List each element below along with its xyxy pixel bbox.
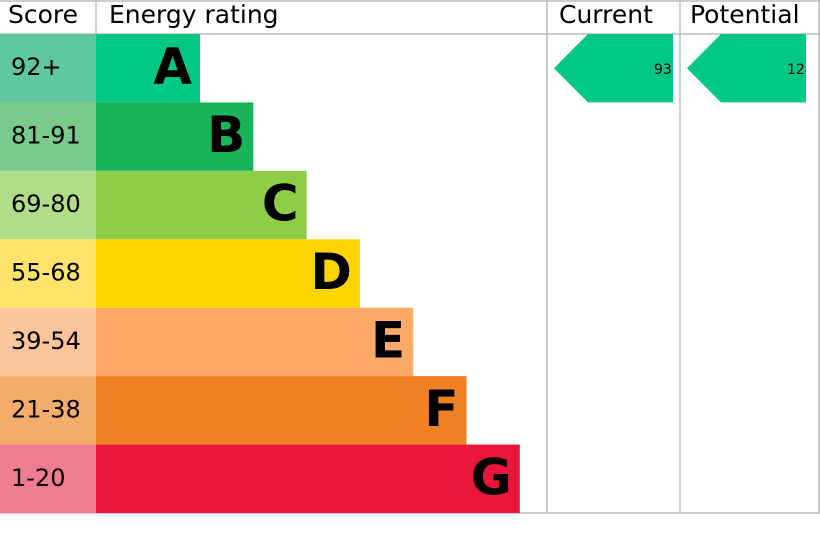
rating-bar [96, 376, 467, 445]
rating-letter: E [371, 311, 405, 369]
score-range: 69-80 [11, 190, 81, 218]
score-range: 39-54 [11, 327, 81, 355]
rating-bar [96, 170, 307, 240]
current-arrow [554, 34, 673, 103]
score-range: 55-68 [11, 259, 81, 287]
score-range: 21-38 [11, 395, 81, 423]
header-current: Current [559, 0, 653, 29]
rating-letter: C [262, 175, 299, 233]
rating-bar [96, 34, 200, 103]
potential-arrow [687, 34, 806, 103]
rating-letter: A [153, 38, 192, 96]
score-cell [0, 307, 96, 377]
header-rating: Energy rating [109, 0, 279, 29]
rating-letter: D [310, 243, 352, 301]
score-cell [0, 34, 96, 103]
potential-label-group: 124 [787, 62, 814, 78]
current-value: 93 [654, 62, 672, 78]
score-cell [0, 102, 96, 171]
score-cell [0, 444, 96, 514]
current-label-group: 93 [654, 62, 672, 78]
score-cell [0, 170, 96, 240]
score-cell [0, 239, 96, 308]
rating-bar [96, 307, 414, 377]
rating-letter: F [424, 380, 458, 438]
rating-bar [96, 102, 254, 171]
rating-bar [96, 444, 520, 514]
score-range: 1-20 [11, 464, 65, 492]
score-range: 92+ [11, 53, 62, 81]
potential-value: 124 [787, 62, 814, 78]
rating-letter: B [207, 106, 245, 164]
rating-letter: G [471, 448, 512, 506]
rating-bar [96, 239, 360, 308]
score-range: 81-91 [11, 122, 81, 150]
header-potential: Potential [690, 0, 800, 29]
score-cell [0, 376, 96, 445]
header-score: Score [8, 0, 78, 29]
